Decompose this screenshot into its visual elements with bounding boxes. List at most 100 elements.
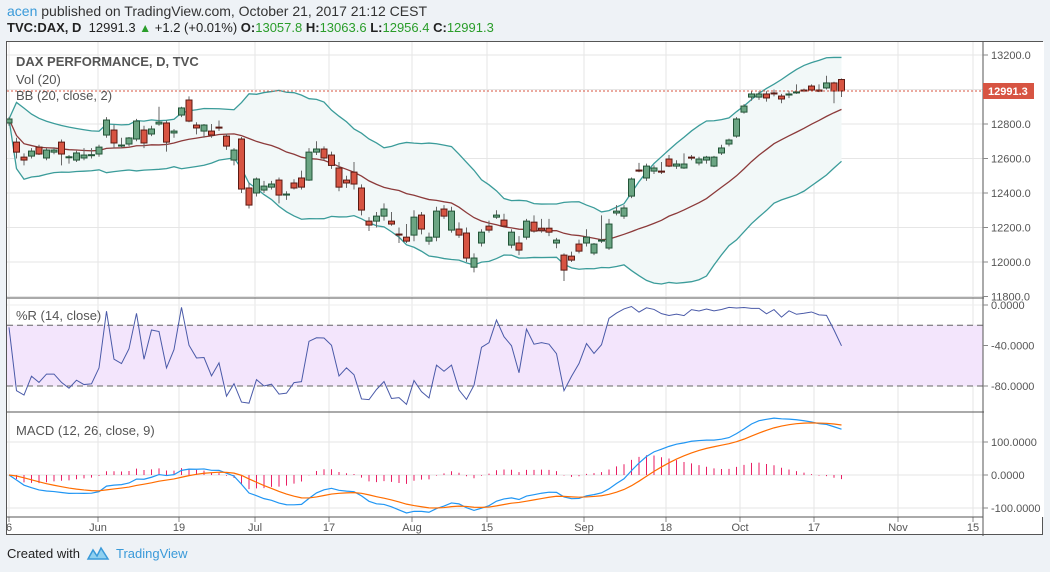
candle-bullish xyxy=(590,243,598,254)
candle-bearish xyxy=(770,92,778,95)
candle-bullish xyxy=(553,239,560,244)
candle-bullish xyxy=(155,121,163,125)
candle-bullish xyxy=(748,93,755,98)
candle-bullish xyxy=(260,185,268,191)
candle-bullish xyxy=(433,210,440,238)
bb-lower-line xyxy=(8,118,842,285)
open-value: 13057.8 xyxy=(255,20,303,35)
candle-bearish xyxy=(658,170,665,173)
candle-bullish xyxy=(620,207,628,217)
candle-bearish xyxy=(545,227,553,233)
last-price: 12991.3 xyxy=(88,20,136,35)
candle-bullish xyxy=(313,148,320,153)
candle-bearish xyxy=(298,177,305,188)
candle-bearish xyxy=(290,182,298,189)
candle-bullish xyxy=(28,150,35,157)
candle-bullish xyxy=(755,93,763,98)
volume-legend[interactable]: Vol (20) xyxy=(16,72,61,87)
macd-tick-label: -100.0000 xyxy=(991,503,1041,515)
macd-tick-label: 100.0000 xyxy=(991,437,1037,449)
x-tick-label: Oct xyxy=(731,522,748,534)
candle-bearish xyxy=(538,227,545,231)
symbol-label: TVC:DAX, D xyxy=(7,20,82,35)
footer: Created with TradingView xyxy=(7,545,188,561)
candle-bullish xyxy=(650,167,658,172)
x-tick-label: 19 xyxy=(173,522,185,534)
high-label: H: xyxy=(305,20,320,35)
price-change: +1.2 (+0.01%) xyxy=(154,20,238,35)
candle-bearish xyxy=(215,126,223,129)
author-link[interactable]: acen xyxy=(7,3,38,19)
candle-bullish xyxy=(373,215,380,222)
candle-bearish xyxy=(568,255,575,261)
x-tick-label: Jun xyxy=(89,522,107,534)
candle-bullish xyxy=(740,105,748,113)
x-tick-label: 17 xyxy=(808,522,820,534)
candle-bullish xyxy=(493,214,500,218)
tradingview-link[interactable]: TradingView xyxy=(115,545,188,561)
candle-bullish xyxy=(733,118,740,137)
candle-bullish xyxy=(95,146,103,155)
last-price-badge xyxy=(983,83,1034,100)
chart-container[interactable]: 6 Jun 19 Jul 17 Aug 15 Sep 18 Oct 17 Nov 15 13200.0 12… xyxy=(6,41,1044,536)
wr-legend[interactable]: %R (14, close) xyxy=(16,308,102,323)
candle-bearish xyxy=(58,141,65,155)
price-pane-title: DAX PERFORMANCE, D, TVC xyxy=(16,54,199,69)
candle-bearish xyxy=(13,141,20,153)
price-tick-label: 13200.0 xyxy=(991,50,1031,62)
candle-bullish xyxy=(785,93,793,96)
bb-legend[interactable]: BB (20, close, 2) xyxy=(16,88,113,103)
candle-bullish xyxy=(583,236,590,244)
chart-canvas[interactable]: 6 Jun 19 Jul 17 Aug 15 Sep 18 Oct 17 Nov 15 13200.0 12… xyxy=(7,42,1044,536)
x-tick-label: Aug xyxy=(402,522,422,534)
candle-bullish xyxy=(470,257,478,268)
price-tick-label: 12800.0 xyxy=(991,119,1031,131)
candle-bullish xyxy=(703,156,710,161)
close-value: 12991.3 xyxy=(446,20,494,35)
candle-bullish xyxy=(50,149,58,153)
candle-bullish xyxy=(80,154,88,159)
candle-bearish xyxy=(808,85,815,91)
candle-bullish xyxy=(133,120,140,140)
candle-bullish xyxy=(230,149,238,161)
price-tick-label: 11800.0 xyxy=(991,292,1030,304)
candle-bullish xyxy=(613,210,620,214)
price-tick-label: 12200.0 xyxy=(991,223,1031,235)
high-value: 13063.6 xyxy=(319,20,367,35)
candle-bullish xyxy=(793,91,800,94)
low-label: L: xyxy=(370,20,383,35)
price-tick-label: 12600.0 xyxy=(991,154,1031,166)
x-tick-label: 15 xyxy=(481,522,493,534)
candle-bullish xyxy=(673,163,680,167)
x-tick-label: 18 xyxy=(660,522,672,534)
price-tick-label: 12400.0 xyxy=(991,188,1031,200)
macd-tick-label: 0.0000 xyxy=(991,470,1025,482)
bb-fill xyxy=(9,57,842,284)
macd-legend[interactable]: MACD (12, 26, close, 9) xyxy=(16,423,155,438)
published-text: published on TradingView.com, October 21… xyxy=(41,3,428,19)
candle-bullish xyxy=(605,223,613,249)
signal-line xyxy=(8,422,842,509)
x-tick-label: 6 xyxy=(7,522,12,534)
candle-bullish xyxy=(478,231,485,244)
candle-bullish xyxy=(305,151,313,181)
candle-bearish xyxy=(328,154,335,166)
candle-bullish xyxy=(643,165,650,179)
publish-info: acen published on TradingView.com, Octob… xyxy=(7,3,427,19)
x-tick-label: Nov xyxy=(888,522,908,534)
candle-bullish xyxy=(103,119,110,136)
candle-bullish xyxy=(73,152,80,161)
candle-bullish xyxy=(628,178,635,197)
candle-bearish xyxy=(440,208,448,217)
candle-bullish xyxy=(170,130,178,134)
candle-bullish xyxy=(125,137,133,145)
candle-bearish xyxy=(223,135,230,147)
symbol-info: TVC:DAX, D 12991.3 ▲ +1.2 (+0.01%) O:130… xyxy=(7,20,494,35)
candle-bearish xyxy=(140,129,148,144)
candle-bullish xyxy=(710,156,718,167)
candle-bearish xyxy=(163,122,170,143)
close-label: C: xyxy=(433,20,447,35)
candle-bearish xyxy=(455,228,463,236)
candle-bearish xyxy=(403,236,410,242)
last-price-label: 12991.3 xyxy=(988,86,1028,98)
